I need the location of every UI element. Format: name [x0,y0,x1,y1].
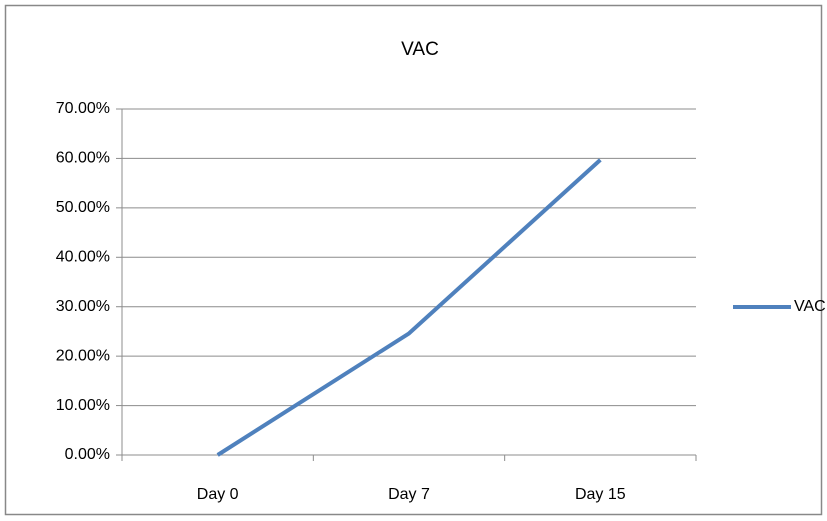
chart-border [4,4,823,516]
chart-title: VAC [401,39,439,60]
y-tick-label: 20.00% [56,347,110,364]
y-tick-label: 40.00% [56,249,110,266]
y-tick-label: 60.00% [56,150,110,167]
y-tick-label: 0.00% [65,446,110,463]
y-tick-label: 30.00% [56,298,110,315]
legend-label: VAC [794,298,826,315]
y-tick-label: 50.00% [56,199,110,216]
y-tick-label: 10.00% [56,397,110,414]
x-tick-label: Day 7 [388,486,430,503]
x-tick-label: Day 15 [575,486,626,503]
data-line [216,158,602,457]
y-tick-label: 70.00% [56,100,110,117]
x-tick-label: Day 0 [197,486,239,503]
